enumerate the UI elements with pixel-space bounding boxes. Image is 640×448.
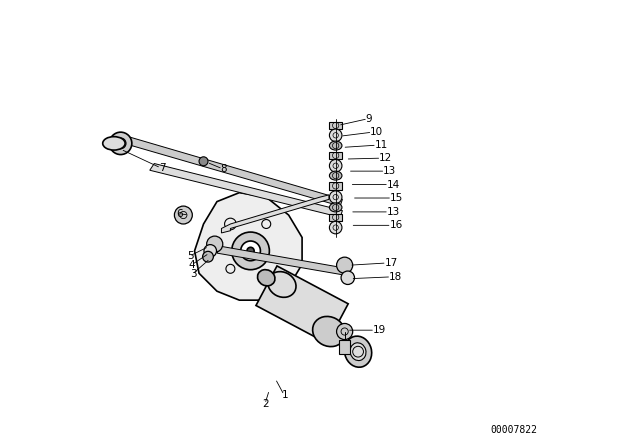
Ellipse shape <box>312 316 346 347</box>
Ellipse shape <box>330 171 342 180</box>
Ellipse shape <box>344 336 372 367</box>
Bar <box>330 214 342 221</box>
Ellipse shape <box>350 343 366 361</box>
Text: 16: 16 <box>389 220 403 230</box>
Polygon shape <box>217 246 349 276</box>
Circle shape <box>330 159 342 172</box>
Circle shape <box>330 221 342 234</box>
Circle shape <box>337 257 353 273</box>
Ellipse shape <box>103 137 125 150</box>
Circle shape <box>174 206 193 224</box>
Text: 1: 1 <box>282 390 289 400</box>
Text: 13: 13 <box>383 166 396 176</box>
Text: 6: 6 <box>177 209 183 219</box>
Circle shape <box>330 129 342 142</box>
Text: 8: 8 <box>221 164 227 174</box>
Circle shape <box>199 157 208 166</box>
Bar <box>339 340 350 354</box>
Ellipse shape <box>330 141 342 150</box>
Ellipse shape <box>330 203 342 212</box>
Circle shape <box>241 241 260 261</box>
Bar <box>330 182 342 190</box>
Text: 19: 19 <box>373 325 386 335</box>
Text: 4: 4 <box>189 260 195 270</box>
Text: 5: 5 <box>187 251 193 261</box>
Circle shape <box>341 271 355 284</box>
Text: 14: 14 <box>387 180 400 190</box>
Ellipse shape <box>268 271 296 297</box>
Bar <box>256 266 348 343</box>
Circle shape <box>330 191 342 203</box>
Text: 3: 3 <box>190 269 196 279</box>
Circle shape <box>109 132 132 155</box>
Text: 2: 2 <box>262 399 269 409</box>
Text: 17: 17 <box>385 258 398 268</box>
Ellipse shape <box>257 270 275 286</box>
Text: 18: 18 <box>389 272 403 282</box>
Circle shape <box>337 323 353 340</box>
Text: 10: 10 <box>370 127 383 137</box>
Text: 12: 12 <box>379 153 392 163</box>
Polygon shape <box>150 164 342 217</box>
Text: 00007822: 00007822 <box>490 425 537 435</box>
Text: 7: 7 <box>159 163 165 173</box>
Polygon shape <box>221 195 329 233</box>
Bar <box>330 122 342 129</box>
Text: 11: 11 <box>374 140 388 150</box>
Bar <box>330 152 342 159</box>
Text: 13: 13 <box>387 207 400 217</box>
Circle shape <box>203 251 213 262</box>
Text: 9: 9 <box>365 114 372 124</box>
Polygon shape <box>116 134 342 206</box>
Polygon shape <box>195 193 302 300</box>
Circle shape <box>204 245 216 257</box>
Text: 15: 15 <box>390 193 403 203</box>
Circle shape <box>207 236 223 252</box>
Circle shape <box>232 232 269 270</box>
Circle shape <box>247 247 254 254</box>
